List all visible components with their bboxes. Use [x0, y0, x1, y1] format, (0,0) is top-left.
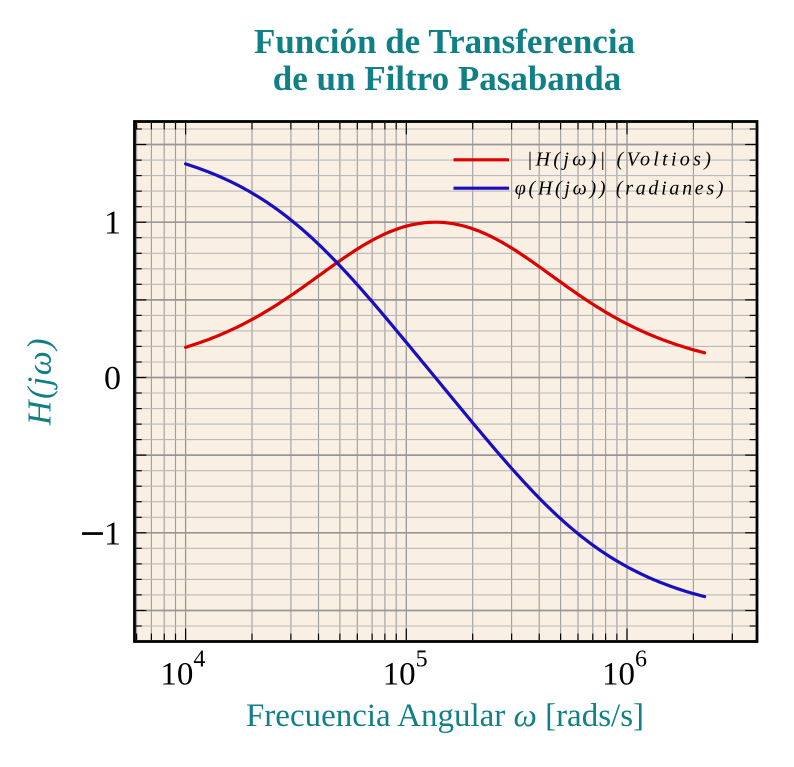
svg-text:de un Filtro Pasabanda: de un Filtro Pasabanda — [273, 59, 621, 98]
svg-text:H(jω): H(jω) — [21, 337, 58, 426]
svg-text:φ(H(jω)) (radianes): φ(H(jω)) (radianes) — [515, 178, 726, 200]
svg-text:1: 1 — [104, 204, 121, 241]
svg-text:0: 0 — [104, 360, 121, 397]
svg-text:|H(jω)| (Voltios): |H(jω)| (Voltios) — [527, 149, 714, 171]
svg-text:Función de Transferencia: Función de Transferencia — [254, 22, 635, 61]
svg-text:1: 1 — [104, 515, 121, 552]
svg-text:Frecuencia Angular ω [rads/s]: Frecuencia Angular ω [rads/s] — [246, 698, 644, 734]
